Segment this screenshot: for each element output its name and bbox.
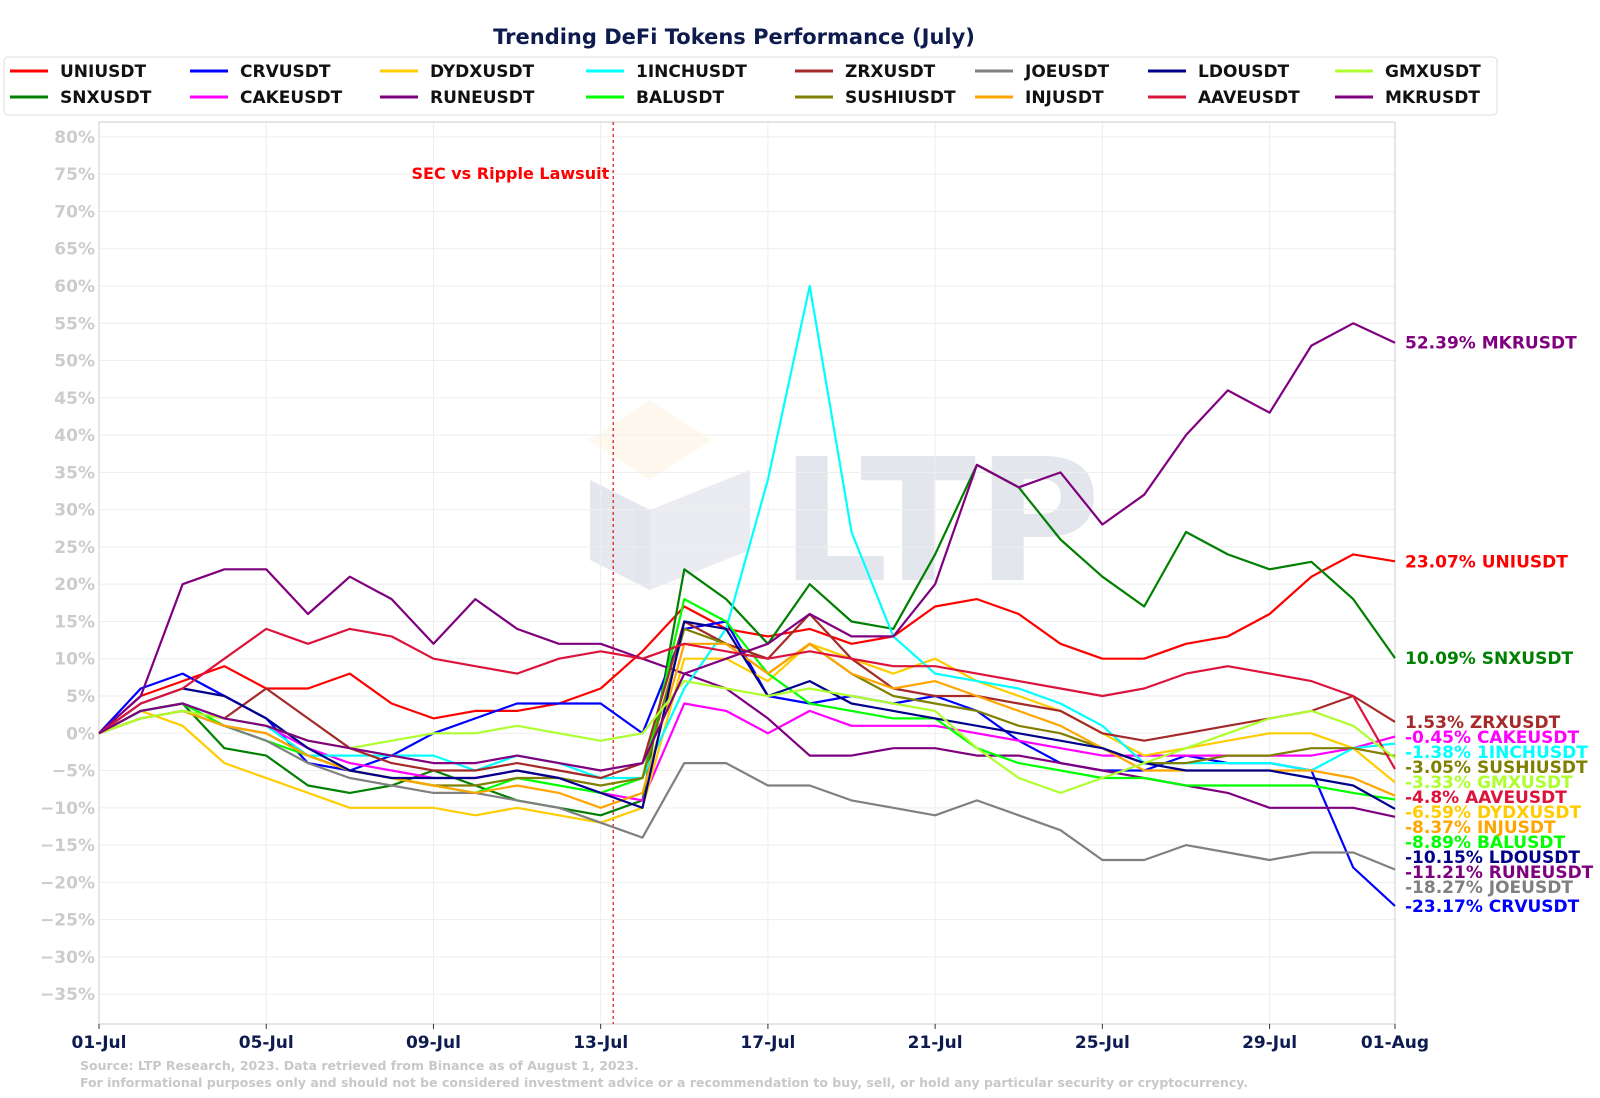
annotation-text: SEC vs Ripple Lawsuit	[411, 164, 609, 183]
end-label-zrxusdt: 1.53% ZRXUSDT	[1405, 713, 1561, 733]
end-label-cakeusdt: -0.45% CAKEUSDT	[1405, 728, 1580, 748]
legend-label-cakeusdt: CAKEUSDT	[240, 88, 343, 108]
y-tick-label: −5%	[52, 762, 95, 782]
y-tick-label: 75%	[54, 165, 95, 185]
y-tick-label: −15%	[40, 836, 95, 856]
end-label-sushiusdt: -3.05% SUSHIUSDT	[1405, 758, 1588, 778]
y-tick-label: 10%	[54, 650, 95, 670]
y-tick-label: 65%	[54, 240, 95, 260]
y-tick-label: −25%	[40, 911, 95, 931]
chart-legend: UNIUSDT SNXUSDT CRVUSDT CAKEUSDT DYDXUSDT RUN…	[3, 56, 1498, 116]
legend-label-runeusdt: RUNEUSDT	[430, 88, 535, 108]
x-tick-label: 09-Jul	[406, 1033, 461, 1053]
y-tick-label: 0%	[66, 724, 95, 744]
y-tick-label: −30%	[40, 948, 95, 968]
x-tick-label: 05-Jul	[239, 1033, 294, 1053]
y-tick-label: 15%	[54, 612, 95, 632]
y-tick-label: 50%	[54, 352, 95, 372]
x-tick-label: 13-Jul	[573, 1033, 628, 1053]
legend-label-sushiusdt: SUSHIUSDT	[845, 88, 956, 108]
chart-grid	[98, 122, 1396, 1024]
end-label-uniusdt: 23.07% UNIUSDT	[1405, 552, 1568, 572]
legend-label-dydxusdt: DYDXUSDT	[430, 62, 535, 82]
y-tick-label: 30%	[54, 501, 95, 521]
legend-label-snxusdt: SNXUSDT	[60, 88, 152, 108]
y-tick-label: 40%	[54, 426, 95, 446]
end-label-mkrusdt: 52.39% MKRUSDT	[1405, 334, 1577, 354]
y-tick-label: 70%	[54, 202, 95, 222]
x-tick-label: 29-Jul	[1242, 1033, 1297, 1053]
chart-series	[98, 284, 1396, 907]
legend-label-ldousdt: LDOUSDT	[1198, 62, 1290, 82]
y-tick-label: −35%	[40, 985, 95, 1005]
watermark-text: LTP	[780, 423, 1101, 621]
legend-label-crvusdt: CRVUSDT	[240, 62, 331, 82]
legend-label-injusdt: INJUSDT	[1025, 88, 1104, 108]
series-line-joeusdt	[98, 709, 1396, 871]
sec-ripple-annotation: SEC vs Ripple Lawsuit	[411, 122, 614, 1024]
y-tick-label: 20%	[54, 575, 95, 595]
y-tick-label: 5%	[66, 687, 95, 707]
series-line-mkrusdt	[98, 322, 1396, 772]
y-tick-label: −20%	[40, 873, 95, 893]
x-tick-label: 21-Jul	[908, 1033, 963, 1053]
end-label-crvusdt: -23.17% CRVUSDT	[1405, 897, 1580, 917]
y-tick-label: −10%	[40, 799, 95, 819]
series-line-injusdt	[98, 642, 1396, 809]
end-label-runeusdt: -11.21% RUNEUSDT	[1405, 863, 1594, 883]
series-line-snxusdt	[98, 463, 1396, 817]
legend-label-aaveusdt: AAVEUSDT	[1198, 88, 1300, 108]
y-tick-label: 25%	[54, 538, 95, 558]
y-tick-label: 35%	[54, 463, 95, 483]
series-line-ldousdt	[98, 620, 1396, 810]
legend-label-zrxusdt: ZRXUSDT	[845, 62, 936, 82]
end-label-balusdt: -8.89% BALUSDT	[1405, 833, 1565, 853]
legend-label-balusdt: BALUSDT	[636, 88, 725, 108]
y-tick-label: 80%	[54, 128, 95, 148]
series-line-aaveusdt	[98, 627, 1396, 770]
y-tick-label: 55%	[54, 314, 95, 334]
source-line-2: For informational purposes only and shou…	[80, 1075, 1248, 1090]
legend-label-mkrusdt: MKRUSDT	[1385, 88, 1480, 108]
x-tick-label: 01-Jul	[72, 1033, 127, 1053]
legend-label-joeusdt: JOEUSDT	[1024, 62, 1110, 82]
end-label-snxusdt: 10.09% SNXUSDT	[1405, 649, 1573, 669]
x-tick-label: 25-Jul	[1075, 1033, 1130, 1053]
end-label-ldousdt: -10.15% LDOUSDT	[1405, 848, 1580, 868]
plot-frame	[98, 121, 1396, 1025]
end-label-joeusdt: -18.27% JOEUSDT	[1405, 878, 1573, 898]
chart-title: Trending DeFi Tokens Performance (July)	[493, 25, 975, 49]
y-tick-label: 60%	[54, 277, 95, 297]
end-label-dydxusdt: -6.59% DYDXUSDT	[1405, 803, 1582, 823]
end-label-1inchusdt: -1.38% 1INCHUSDT	[1405, 743, 1588, 763]
legend-label-uniusdt: UNIUSDT	[60, 62, 147, 82]
end-label-injusdt: -8.37% INJUSDT	[1405, 818, 1556, 838]
x-tick-label: 01-Aug	[1361, 1033, 1429, 1053]
legend-label-1inchusdt: 1INCHUSDT	[636, 62, 747, 82]
series-line-uniusdt	[98, 553, 1396, 735]
end-label-gmxusdt: -3.33% GMXUSDT	[1405, 773, 1573, 793]
chart-axes: 80% 75% 70% 65% 60% 55% 50% 45% 40% 35% 30% 25% 20% 1…	[40, 121, 1429, 1053]
series-line-dydxusdt	[98, 642, 1396, 824]
legend-label-gmxusdt: GMXUSDT	[1385, 62, 1481, 82]
x-tick-label: 17-Jul	[740, 1033, 795, 1053]
end-label-aaveusdt: -4.8% AAVEUSDT	[1405, 788, 1567, 808]
series-end-labels: 52.39% MKRUSDT 23.07% UNIUSDT 10.09% SNXUS…	[1405, 334, 1594, 917]
source-line-1: Source: LTP Research, 2023. Data retriev…	[80, 1058, 639, 1073]
y-tick-label: 45%	[54, 389, 95, 409]
